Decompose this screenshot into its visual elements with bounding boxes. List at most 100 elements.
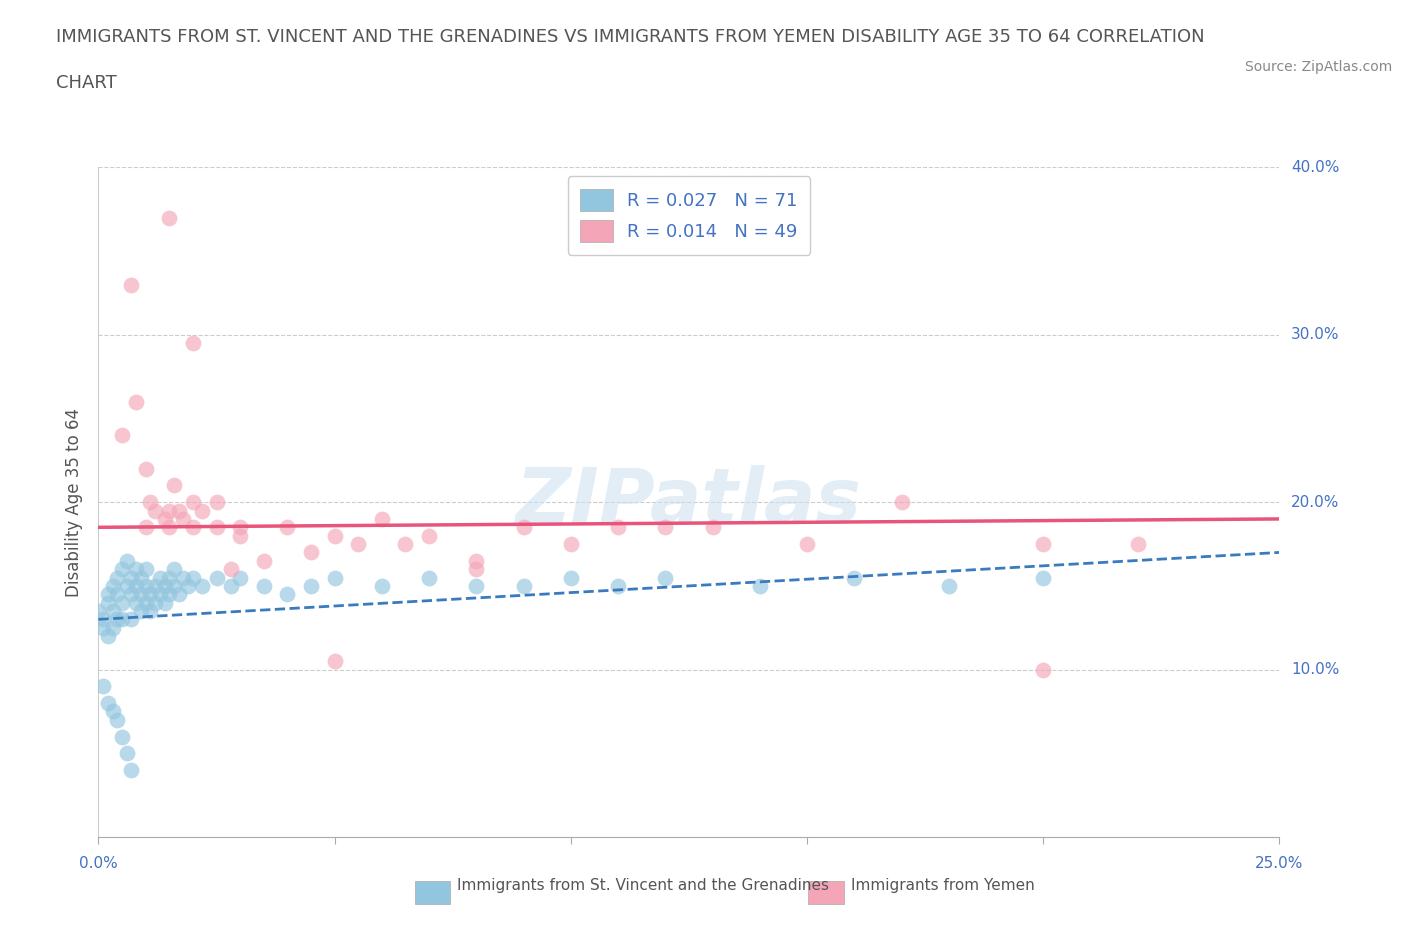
Point	[607, 520, 630, 535]
Point	[253, 553, 276, 568]
Point	[105, 587, 128, 602]
Point	[177, 578, 200, 593]
Point	[938, 578, 960, 593]
Text: Immigrants from Yemen: Immigrants from Yemen	[851, 878, 1035, 893]
Text: ZIPatlas: ZIPatlas	[516, 465, 862, 539]
Point	[748, 578, 770, 593]
Point	[299, 578, 322, 593]
Point	[229, 520, 252, 535]
Point	[139, 495, 162, 510]
Point	[121, 570, 143, 585]
Point	[191, 578, 214, 593]
Point	[1032, 662, 1054, 677]
Point	[181, 336, 204, 351]
Point	[125, 394, 148, 409]
Text: 25.0%: 25.0%	[1256, 856, 1303, 870]
Point	[111, 729, 134, 744]
Point	[181, 570, 204, 585]
Point	[163, 478, 186, 493]
Point	[101, 604, 124, 618]
Point	[607, 578, 630, 593]
Point	[276, 520, 298, 535]
Point	[135, 562, 157, 577]
Point	[97, 629, 120, 644]
Point	[143, 595, 166, 610]
Point	[121, 277, 143, 292]
Point	[115, 553, 138, 568]
Point	[229, 528, 252, 543]
Point	[157, 503, 180, 518]
Point	[149, 570, 172, 585]
Point	[129, 570, 152, 585]
Point	[1126, 537, 1149, 551]
Point	[465, 578, 488, 593]
Legend: R = 0.027   N = 71, R = 0.014   N = 49: R = 0.027 N = 71, R = 0.014 N = 49	[568, 177, 810, 255]
Point	[111, 428, 134, 443]
Point	[219, 562, 242, 577]
Point	[121, 763, 143, 777]
Point	[101, 620, 124, 635]
Point	[129, 604, 152, 618]
Point	[347, 537, 370, 551]
Point	[465, 553, 488, 568]
Point	[87, 604, 110, 618]
Point	[205, 570, 228, 585]
Point	[276, 587, 298, 602]
Point	[121, 587, 143, 602]
Text: 20.0%: 20.0%	[1291, 495, 1340, 510]
Point	[219, 578, 242, 593]
Point	[157, 520, 180, 535]
Text: Immigrants from St. Vincent and the Grenadines: Immigrants from St. Vincent and the Gren…	[457, 878, 830, 893]
Point	[129, 587, 152, 602]
Point	[111, 562, 134, 577]
Point	[97, 587, 120, 602]
Text: 0.0%: 0.0%	[79, 856, 118, 870]
Point	[172, 512, 194, 526]
Point	[139, 604, 162, 618]
Text: IMMIGRANTS FROM ST. VINCENT AND THE GRENADINES VS IMMIGRANTS FROM YEMEN DISABILI: IMMIGRANTS FROM ST. VINCENT AND THE GREN…	[56, 28, 1205, 46]
Point	[371, 578, 394, 593]
Point	[512, 578, 534, 593]
Point	[323, 528, 346, 543]
Point	[205, 520, 228, 535]
Point	[125, 562, 148, 577]
Point	[796, 537, 818, 551]
Text: 40.0%: 40.0%	[1291, 160, 1340, 175]
Point	[205, 495, 228, 510]
Point	[135, 595, 157, 610]
Point	[135, 461, 157, 476]
Point	[163, 578, 186, 593]
Point	[105, 570, 128, 585]
Point	[149, 587, 172, 602]
Point	[125, 578, 148, 593]
Point	[654, 520, 676, 535]
Point	[135, 578, 157, 593]
Point	[844, 570, 866, 585]
Point	[153, 595, 176, 610]
Point	[191, 503, 214, 518]
Point	[371, 512, 394, 526]
Point	[394, 537, 416, 551]
Point	[139, 587, 162, 602]
Point	[181, 520, 204, 535]
Point	[163, 562, 186, 577]
Point	[101, 704, 124, 719]
Point	[115, 578, 138, 593]
Point	[512, 520, 534, 535]
Point	[465, 562, 488, 577]
Point	[91, 612, 114, 627]
Point	[323, 654, 346, 669]
Point	[125, 595, 148, 610]
Point	[97, 595, 120, 610]
Text: CHART: CHART	[56, 74, 117, 92]
Point	[157, 587, 180, 602]
Point	[115, 746, 138, 761]
Text: 30.0%: 30.0%	[1291, 327, 1340, 342]
Y-axis label: Disability Age 35 to 64: Disability Age 35 to 64	[65, 407, 83, 597]
Point	[121, 612, 143, 627]
Point	[143, 578, 166, 593]
Point	[1032, 570, 1054, 585]
Point	[111, 595, 134, 610]
Point	[560, 570, 582, 585]
Text: 10.0%: 10.0%	[1291, 662, 1340, 677]
